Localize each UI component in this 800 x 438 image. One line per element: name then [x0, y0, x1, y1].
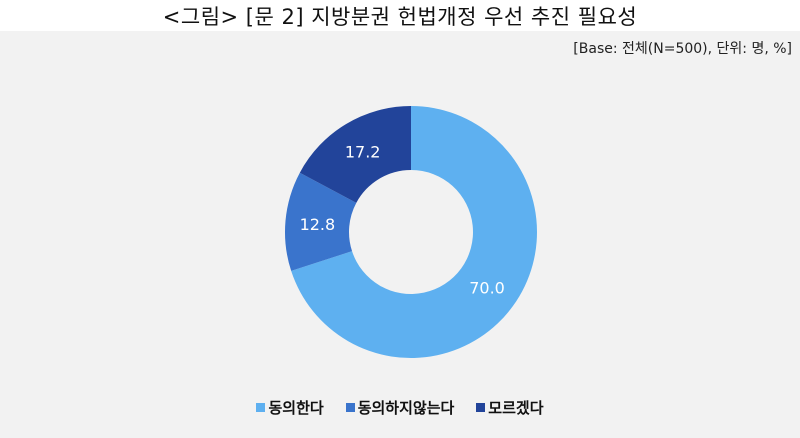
- legend-swatch-disagree: [345, 403, 355, 412]
- legend: 동의한다 동의하지않는다 모르겠다: [0, 397, 800, 418]
- slice-dont-know: [299, 106, 411, 203]
- base-note: [Base: 전체(N=500), 단위: 명, %]: [573, 41, 792, 57]
- slice-dont-know-label: 17.2: [345, 142, 381, 161]
- chart-area: [Base: 전체(N=500), 단위: 명, %] 70.0 12.8 17.2…: [0, 31, 800, 438]
- legend-swatch-dont-know: [476, 403, 486, 412]
- legend-label-dont-know: 모르겠다: [488, 399, 544, 417]
- slice-disagree-label: 12.8: [300, 215, 336, 234]
- slice-agree-label: 70.0: [469, 278, 505, 297]
- legend-item-agree: 동의한다: [256, 397, 324, 418]
- legend-item-disagree: 동의하지않는다: [345, 397, 455, 418]
- legend-label-disagree: 동의하지않는다: [357, 399, 455, 417]
- donut-chart: 70.0 12.8 17.2: [285, 106, 537, 358]
- chart-title: <그림> [문 2] 지방분권 헌법개정 우선 추진 필요성: [162, 5, 638, 29]
- legend-swatch-agree: [256, 403, 266, 412]
- slice-agree: [291, 106, 537, 358]
- legend-item-dont-know: 모르겠다: [476, 397, 544, 418]
- slice-disagree: [285, 172, 357, 271]
- legend-label-agree: 동의한다: [268, 399, 324, 417]
